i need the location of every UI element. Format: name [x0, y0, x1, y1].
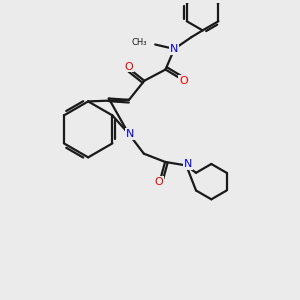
Text: N: N [126, 129, 134, 139]
Text: O: O [155, 177, 164, 187]
Text: N: N [170, 44, 178, 54]
Text: O: O [179, 76, 188, 86]
Text: N: N [184, 159, 192, 169]
Text: O: O [124, 61, 133, 72]
Text: CH₃: CH₃ [131, 38, 147, 47]
